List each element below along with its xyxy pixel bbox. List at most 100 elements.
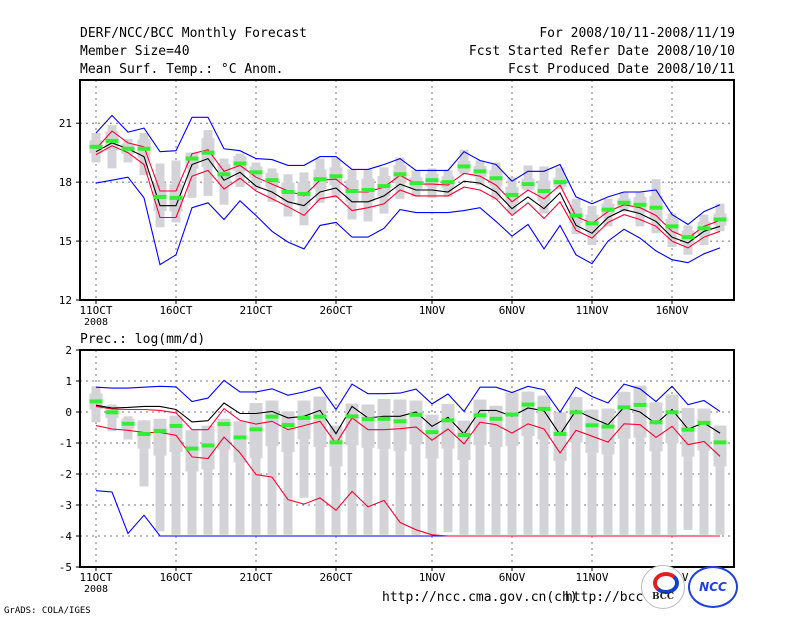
temp-mean-line [95,142,721,244]
temp-x-tick-label: 11OCT [79,304,112,317]
prec-x-tick-label: 11OCT [79,571,112,584]
prec-quartile-box [505,392,519,446]
prec-quartile-box [713,425,727,467]
temp-spread-upper-line [95,130,721,239]
prec-range-bar [571,397,581,535]
temp-obs-mark [681,235,695,240]
prec-obs-mark [393,419,407,424]
prec-obs-mark [601,424,615,429]
prec-quartile-box [409,400,423,445]
prec-spread-upper-line [95,405,721,457]
prec-obs-mark [297,415,311,420]
temp-obs-mark [665,224,679,229]
prec-obs-mark [377,416,391,421]
chart-title: DERF/NCC/BCC Monthly Forecast [80,26,307,41]
prec-range-bar [491,405,501,535]
prec-obs-mark [89,399,103,404]
prec-obs-mark [569,410,583,415]
temp-obs-mark [297,191,311,196]
temp-y-tick-label: 21 [59,117,72,130]
prec-obs-mark [585,423,599,428]
prec-range-bar [155,418,165,532]
temp-obs-mark [553,180,567,185]
bcc-url-link[interactable]: http://bcc. [565,590,652,605]
prec-quartile-box [425,414,439,459]
prec-quartile-box [569,397,583,443]
prec-range-bar [219,418,229,535]
prec-obs-mark [537,406,551,411]
prec-range-bar [363,404,373,535]
prec-obs-mark [345,414,359,419]
prec-quartile-box [329,425,343,467]
prec-quartile-box [377,398,391,449]
bcc-logo-swirl-icon [653,572,679,594]
prec-y-tick-label: -4 [59,530,73,543]
temp-obs-mark [473,169,487,174]
prec-obs-mark [281,423,295,428]
prec-range-bar [187,430,197,535]
prec-range-bar [395,399,405,535]
temp-obs-mark [425,178,439,183]
prec-x-tick-label: 1NOV [419,571,446,584]
prec-obs-mark [233,435,247,440]
temp-obs-mark [201,150,215,155]
temp-obs-mark [713,217,727,222]
prec-quartile-box [393,399,407,452]
prec-quartile-box [297,400,311,440]
temp-obs-mark [457,164,471,169]
temp-obs-mark [137,146,151,151]
temp-x-tick-label: 6NOV [499,304,526,317]
prec-range-bar [251,403,261,535]
temp-y-tick-label: 15 [59,235,72,248]
prec-range-bar [315,396,325,535]
prec-quartile-box [153,418,167,456]
temp-obs-mark [377,184,391,189]
prec-quartile-box [441,403,455,449]
prec-quartile-box [521,391,535,437]
prec-obs-mark [649,420,663,425]
prec-y-tick-label: -3 [59,499,72,512]
prec-obs-mark [489,416,503,421]
bcc-logo: BCC [641,565,685,609]
prec-range-bar [651,402,661,535]
temp-obs-mark [249,170,263,175]
prec-quartile-box [345,403,359,446]
prec-quartile-box [489,405,503,448]
prec-obs-mark [553,432,567,437]
temp-obs-mark [409,181,423,186]
temp-obs-mark [537,188,551,193]
temp-obs-mark [153,194,167,199]
temp-obs-mark [169,195,183,200]
temp-obs-mark [329,174,343,179]
prec-obs-mark [505,412,519,417]
temp-frame [79,79,735,301]
prec-obs-mark [633,402,647,407]
prec-quartile-box [185,430,199,472]
temp-obs-mark [265,178,279,183]
prec-quartile-box [617,391,631,439]
temp-obs-mark [217,172,231,177]
prec-obs-mark [665,410,679,415]
temp-panel: 21 18 15 12 11OCT 16OCT 21OCT 26OCT 1NOV 6NOV 11NO… [59,79,735,328]
temp-obs-mark [105,138,119,143]
prec-obs-mark [313,414,327,419]
temp-obs-mark [121,146,135,151]
prec-range-bar [443,403,453,533]
prec-quartile-box [201,425,215,470]
ncc-url-link[interactable]: http://ncc.cma.gov.cn(ch) [382,590,578,605]
temp-y-tick-label: 18 [59,176,72,189]
prec-range-bar [299,400,309,498]
temp-obs-mark [89,144,103,149]
start-date: Fcst Started Refer Date 2008/10/10 [468,44,735,59]
prec-obs-mark [329,440,343,445]
temp-obs-mark [617,200,631,205]
prec-obs-mark [473,413,487,418]
prec-panel: 2 1 0 -1 -2 -3 -4 -5 11OCT 16OCT 21OCT 26OCT 1NOV 6NO… [59,344,735,595]
prec-obs-mark [425,430,439,435]
temp-x-tick-label: 11NOV [575,304,608,317]
prec-quartile-box [649,402,663,452]
prec-range-bar [331,425,341,535]
prec-obs-mark [153,428,167,433]
prec-range-bar [203,425,213,535]
prec-range-bar [715,425,725,535]
